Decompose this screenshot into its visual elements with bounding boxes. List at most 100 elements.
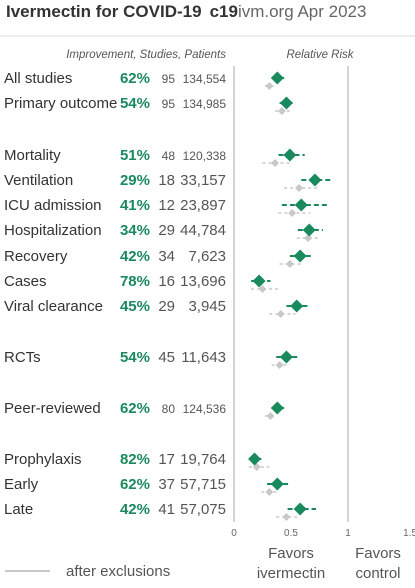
row-studies: 95: [162, 97, 176, 111]
row-patients: 13,696: [180, 273, 226, 290]
forest-row: Peer-reviewed 62% 80 124,536: [4, 400, 285, 420]
row-patients: 3,945: [188, 298, 226, 315]
row-studies: 16: [158, 273, 175, 290]
row-improvement: 29%: [120, 172, 150, 189]
row-studies: 41: [158, 501, 175, 518]
forest-row: All studies 62% 95 134,554: [4, 70, 285, 90]
row-improvement: 62%: [120, 400, 150, 417]
rr-point: [248, 452, 262, 466]
forest-row: Ventilation 29% 18 33,157: [4, 172, 331, 192]
rr-point: [279, 96, 293, 110]
row-label: Early: [4, 476, 39, 493]
row-studies: 37: [158, 476, 175, 493]
row-patients: 134,985: [183, 97, 227, 111]
column-header: Improvement, Studies, Patients: [66, 49, 226, 61]
excl-point: [271, 159, 280, 167]
rr-point: [308, 173, 322, 187]
row-studies: 80: [162, 402, 176, 416]
excl-point: [265, 82, 274, 90]
row-improvement: 42%: [120, 248, 150, 265]
row-studies: 12: [158, 197, 175, 214]
favors-left-1: Favors: [268, 545, 314, 562]
excl-point: [277, 107, 286, 115]
site-rest: ivm.org Apr 2023: [237, 2, 367, 21]
excl-point: [285, 260, 294, 268]
row-studies: 18: [158, 172, 175, 189]
forest-row: RCTs 54% 45 11,643: [4, 349, 299, 369]
excl-point: [258, 285, 267, 293]
row-label: Recovery: [4, 248, 68, 265]
row-label: Late: [4, 501, 33, 518]
row-patients: 120,338: [183, 149, 227, 163]
row-label: Cases: [4, 273, 47, 290]
row-patients: 7,623: [188, 248, 226, 265]
x-tick-label: 1.5+: [403, 528, 415, 539]
row-improvement: 54%: [120, 95, 150, 112]
rr-point: [252, 274, 266, 288]
site-bold: c19: [209, 2, 238, 21]
row-patients: 134,554: [183, 72, 227, 86]
row-label: Peer-reviewed: [4, 400, 101, 417]
row-label: Mortality: [4, 147, 61, 164]
favors-right-1: Favors: [355, 545, 401, 562]
rr-point: [270, 71, 284, 85]
row-patients: 44,784: [180, 222, 226, 239]
x-tick-label: 0.5: [284, 528, 298, 539]
row-improvement: 62%: [120, 476, 150, 493]
row-label: All studies: [4, 70, 72, 87]
rr-point: [293, 502, 307, 516]
row-improvement: 78%: [120, 273, 150, 290]
row-patients: 19,764: [180, 451, 226, 468]
row-patients: 23,897: [180, 197, 226, 214]
excl-point: [275, 361, 284, 369]
forest-row: Primary outcome 54% 95 134,985: [4, 95, 295, 115]
row-label: Hospitalization: [4, 222, 102, 239]
row-studies: 48: [162, 149, 176, 163]
chart-title: Ivermectin for COVID-19: [6, 2, 202, 21]
row-studies: 34: [158, 248, 175, 265]
site-label: c19ivm.org Apr 2023: [210, 2, 367, 21]
row-label: ICU admission: [4, 197, 102, 214]
row-label: Primary outcome: [4, 95, 117, 112]
x-tick-label: 1: [345, 528, 351, 539]
row-improvement: 82%: [120, 451, 150, 468]
row-improvement: 62%: [120, 70, 150, 87]
row-improvement: 51%: [120, 147, 150, 164]
row-label: Ventilation: [4, 172, 73, 189]
row-studies: 95: [162, 72, 176, 86]
rr-point: [302, 223, 316, 237]
forest-row: ICU admission 41% 12 23,897: [4, 197, 328, 217]
excl-point: [294, 184, 303, 192]
row-improvement: 42%: [120, 501, 150, 518]
row-studies: 17: [158, 451, 175, 468]
favors-left-2: ivermectin: [257, 565, 325, 582]
rr-point: [270, 401, 284, 415]
forest-row: Prophylaxis 82% 17 19,764: [4, 451, 270, 471]
row-patients: 124,536: [183, 402, 227, 416]
rr-point: [290, 299, 304, 313]
row-improvement: 54%: [120, 349, 150, 366]
row-patients: 11,643: [181, 349, 226, 366]
forest-row: Recovery 42% 34 7,623: [4, 248, 313, 268]
excl-point: [276, 310, 285, 318]
forest-row: Cases 78% 16 13,696: [4, 273, 280, 293]
row-patients: 57,075: [180, 501, 226, 518]
row-patients: 33,157: [180, 172, 226, 189]
row-studies: 45: [158, 349, 175, 366]
rr-point: [270, 477, 284, 491]
rr-point: [293, 249, 307, 263]
rr-point: [283, 148, 297, 162]
forest-row: Early 62% 37 57,715: [4, 476, 289, 496]
rr-header: Relative Risk: [286, 49, 354, 61]
excl-point: [288, 209, 297, 217]
row-patients: 57,715: [180, 476, 226, 493]
forest-row: Hospitalization 34% 29 44,784: [4, 222, 323, 242]
rr-point: [279, 350, 293, 364]
rr-point: [294, 198, 308, 212]
favors-right-2: control: [355, 565, 400, 582]
forest-row: Mortality 51% 48 120,338: [4, 147, 305, 167]
forest-row: Viral clearance 45% 29 3,945: [4, 298, 310, 318]
row-label: RCTs: [4, 349, 41, 366]
chart-header: Ivermectin for COVID-19 c19ivm.org Apr 20…: [6, 2, 415, 26]
